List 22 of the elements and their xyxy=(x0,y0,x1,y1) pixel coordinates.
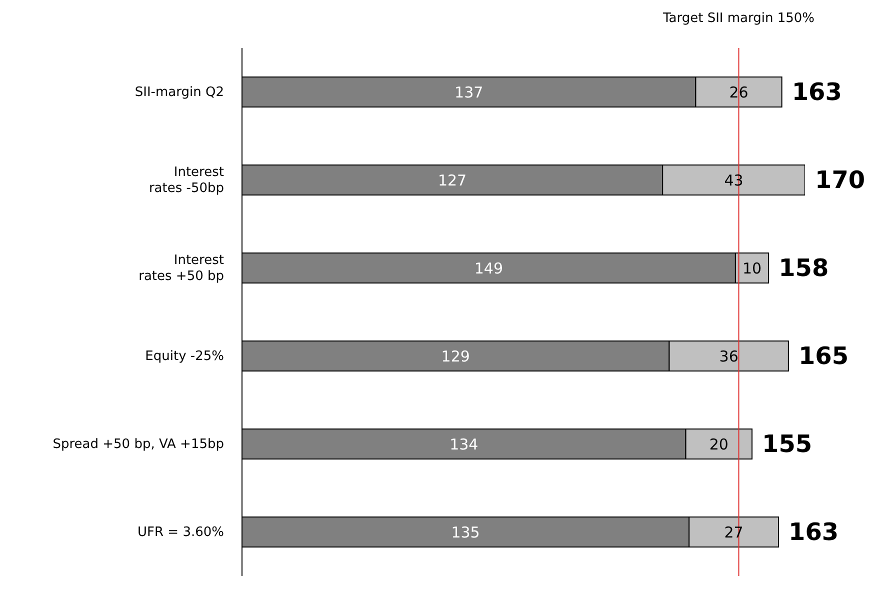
y-tick-label: UFR = 3.60% xyxy=(138,524,224,540)
total-label: 165 xyxy=(798,342,849,370)
data-label: 127 xyxy=(438,171,467,190)
total-label: 163 xyxy=(788,518,839,546)
data-label: 134 xyxy=(450,435,478,454)
data-label: 10 xyxy=(742,259,762,278)
data-label: 36 xyxy=(719,347,738,366)
y-tick-label: SII-margin Q2 xyxy=(134,84,224,100)
total-label: 158 xyxy=(778,254,829,282)
data-label: 129 xyxy=(441,347,470,366)
total-label: 155 xyxy=(762,430,812,458)
y-tick-label: Spread +50 bp, VA +15bp xyxy=(52,436,224,452)
total-label: 170 xyxy=(815,166,866,194)
y-tick-label: Equity -25% xyxy=(145,348,224,364)
ref-line-label: Target SII margin 150% xyxy=(662,11,815,26)
y-tick-label: Interest rates -50bp xyxy=(148,164,224,196)
data-label: 20 xyxy=(709,435,728,454)
y-tick-label: Interest rates +50 bp xyxy=(138,252,224,284)
total-label: 163 xyxy=(792,78,842,106)
data-label: 135 xyxy=(451,523,480,542)
data-label: 149 xyxy=(474,259,504,278)
data-label: 137 xyxy=(454,83,484,102)
